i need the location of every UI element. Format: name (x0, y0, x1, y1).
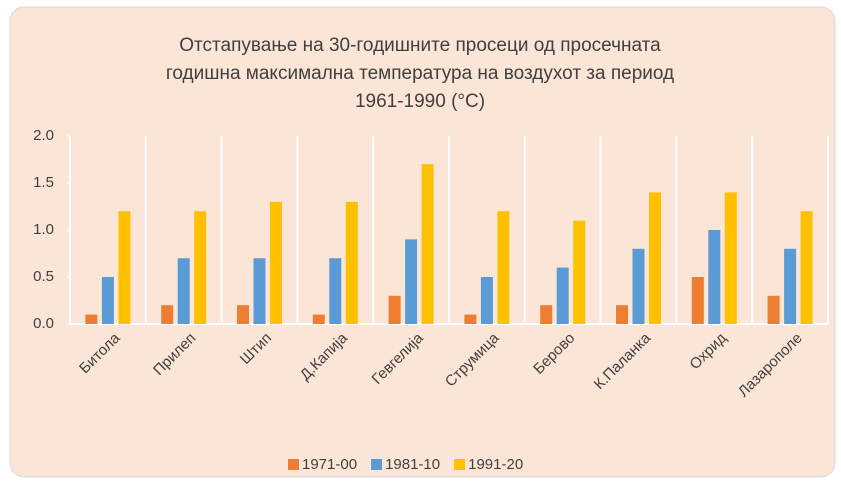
bar (708, 230, 721, 324)
bar (421, 164, 434, 324)
y-tick-label: 0.5 (33, 268, 54, 285)
legend-swatch (454, 459, 466, 470)
bar (85, 314, 98, 324)
y-tick-label: 1.0 (33, 221, 54, 238)
bar (480, 277, 493, 324)
bar (405, 239, 418, 324)
bar (464, 314, 477, 324)
bar (556, 267, 569, 324)
bar (784, 248, 797, 324)
legend-swatch (371, 459, 383, 470)
bar (388, 295, 401, 324)
chart-title: Отстапување на 30-годишните просеци од п… (179, 35, 661, 56)
bar (177, 258, 190, 324)
bar (497, 211, 510, 324)
y-tick-label: 1.5 (33, 174, 54, 191)
bar (345, 201, 358, 324)
bar (253, 258, 266, 324)
bar (237, 305, 249, 324)
bar (101, 277, 114, 324)
bar (649, 192, 661, 324)
bar (616, 305, 628, 324)
bar (691, 277, 704, 324)
y-tick-label: 0.0 (33, 315, 54, 332)
bar (800, 211, 813, 324)
legend-swatch (288, 459, 299, 470)
bar (161, 305, 174, 324)
bar (270, 201, 282, 324)
bar (194, 211, 207, 324)
legend-label: 1991-20 (468, 456, 523, 473)
bar (329, 258, 342, 324)
legend-label: 1981-10 (385, 456, 440, 473)
chart-title: годишна максимална температура на воздух… (166, 63, 674, 84)
bar (312, 314, 325, 324)
bar (724, 192, 737, 324)
legend-label: 1971-00 (302, 456, 357, 473)
chart-title: 1961-1990 (°C) (355, 91, 485, 112)
bar (632, 248, 645, 324)
bar (767, 295, 780, 324)
bar (118, 211, 131, 324)
bar (540, 305, 553, 324)
y-tick-label: 2.0 (33, 127, 54, 144)
bar (573, 220, 586, 324)
